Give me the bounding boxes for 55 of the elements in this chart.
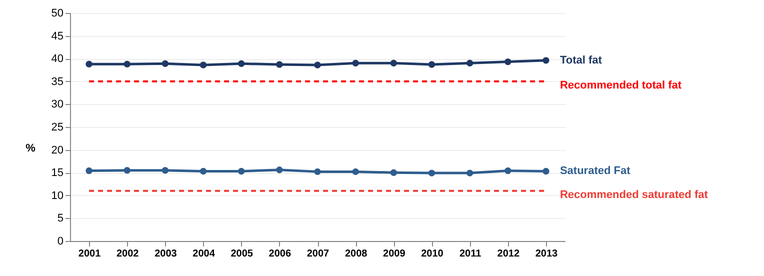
y-tick-label: 40 (51, 53, 64, 66)
x-tick-label: 2010 (421, 248, 444, 260)
x-tick-label: 2005 (230, 248, 254, 260)
y-tick-label: 25 (51, 122, 64, 134)
x-tick-label: 2004 (192, 248, 216, 260)
x-tick-label: 2001 (78, 248, 102, 260)
ref-line-label: Recommended saturated fat (560, 188, 708, 201)
point (352, 168, 359, 176)
point (466, 170, 474, 176)
point (428, 61, 436, 68)
point (352, 60, 359, 67)
point (542, 168, 550, 175)
point (390, 60, 398, 67)
x-tick-label: 2012 (497, 248, 520, 260)
point (504, 167, 512, 174)
point (390, 169, 398, 176)
point (466, 60, 474, 67)
y-tick-label: 10 (51, 190, 64, 202)
point (200, 168, 207, 175)
point (124, 166, 130, 174)
x-tick-label: 2008 (344, 248, 368, 260)
point (200, 62, 207, 68)
point (314, 168, 321, 176)
point (276, 61, 283, 68)
point (238, 168, 245, 175)
x-tick-label: 2011 (459, 248, 482, 260)
point (428, 170, 436, 176)
point (276, 166, 283, 174)
x-tick-label: 2002 (116, 248, 140, 260)
point (162, 60, 169, 67)
series-label: Saturated Fat (560, 165, 631, 178)
y-axis-title: % (26, 142, 36, 154)
y-tick-label: 30 (51, 98, 64, 111)
x-tick-label: 2007 (306, 248, 330, 260)
point (86, 60, 92, 68)
ref-line-label: Recommended total fat (560, 79, 682, 92)
y-tick-label: 15 (51, 167, 64, 180)
point (86, 167, 92, 174)
y-tick-label: 35 (51, 76, 64, 88)
series-label: Total fat (560, 54, 602, 66)
x-tick-label: 2013 (535, 248, 558, 260)
point (238, 60, 245, 67)
y-tick-label: 0 (57, 236, 64, 248)
point (314, 62, 321, 68)
x-tick-label: 2006 (268, 248, 292, 260)
point (124, 60, 130, 68)
point (162, 166, 169, 174)
y-tick-label: 50 (51, 8, 64, 20)
y-tick-label: 20 (51, 144, 64, 156)
y-tick-label: 5 (57, 212, 64, 225)
y-tick-label: 45 (51, 30, 64, 42)
point (542, 57, 550, 64)
x-tick-label: 2009 (383, 248, 406, 260)
x-tick-label: 2003 (154, 248, 178, 260)
point (504, 58, 512, 66)
